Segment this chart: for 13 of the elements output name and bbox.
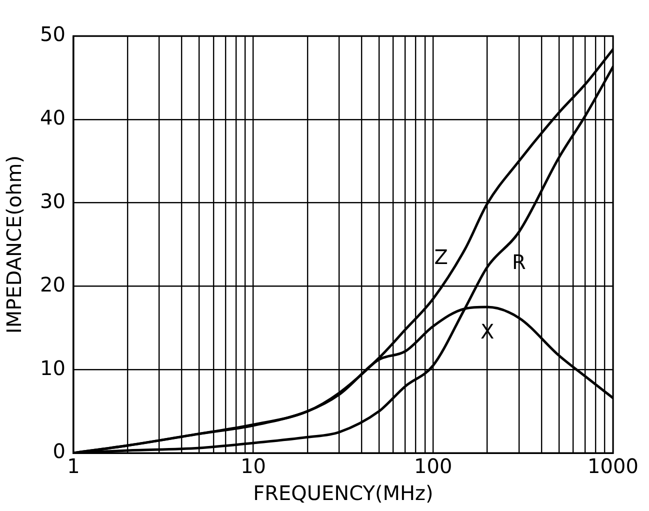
x-axis-title: FREQUENCY(MHz) bbox=[253, 481, 434, 506]
y-tick-label: 50 bbox=[40, 22, 66, 46]
x-tick-label: 10 bbox=[240, 454, 266, 478]
y-tick-label: 20 bbox=[40, 272, 66, 296]
x-tick-label: 1 bbox=[67, 454, 80, 478]
y-tick-label: 30 bbox=[40, 189, 66, 214]
y-tick-label: 40 bbox=[40, 106, 66, 130]
x-tick-label: 1000 bbox=[588, 454, 638, 478]
y-tick-label: 0 bbox=[52, 439, 66, 464]
x-tick-label: 100 bbox=[414, 454, 452, 478]
y-axis-title: IMPEDANCE(ohm) bbox=[2, 155, 26, 334]
y-tick-label: 10 bbox=[40, 356, 66, 380]
series-label: Z bbox=[434, 244, 448, 269]
